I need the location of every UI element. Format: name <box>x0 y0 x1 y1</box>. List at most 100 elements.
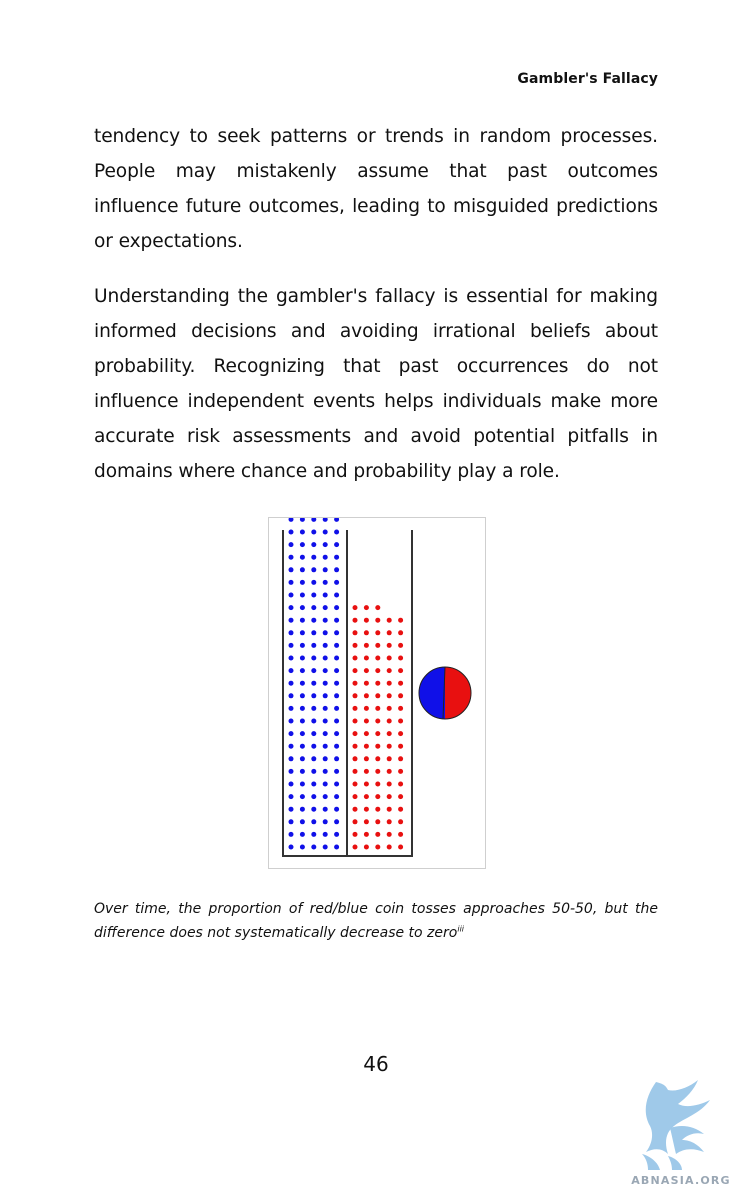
blue-dot <box>334 554 340 560</box>
blue-dot <box>322 605 328 611</box>
blue-dot <box>322 731 328 737</box>
blue-dot <box>288 806 294 812</box>
blue-dot <box>311 781 317 787</box>
red-dot <box>386 718 392 724</box>
pie-slice-blue <box>419 667 445 719</box>
blue-dot <box>334 794 340 800</box>
blue-dot <box>322 794 328 800</box>
blue-dot <box>311 518 317 522</box>
blue-dot <box>311 542 317 548</box>
blue-dot <box>334 806 340 812</box>
blue-dot <box>322 781 328 787</box>
red-dot <box>386 630 392 636</box>
blue-dot <box>288 518 294 522</box>
red-dot <box>398 743 404 749</box>
blue-dot <box>322 806 328 812</box>
abnasia-logo-watermark: ABNASIA.ORG <box>631 1080 730 1187</box>
red-dot <box>398 655 404 661</box>
blue-dot <box>322 680 328 686</box>
blue-dot <box>311 819 317 825</box>
blue-dot <box>322 579 328 585</box>
red-dot <box>375 705 381 711</box>
red-dot <box>386 642 392 648</box>
red-dot <box>363 655 369 661</box>
red-dot <box>375 630 381 636</box>
red-dot <box>352 705 358 711</box>
red-dot <box>398 731 404 737</box>
red-dot <box>398 642 404 648</box>
blue-dot <box>288 642 294 648</box>
red-dot <box>363 680 369 686</box>
blue-dot <box>334 592 340 598</box>
red-dot <box>352 617 358 623</box>
blue-dot <box>288 529 294 535</box>
red-dot <box>352 781 358 787</box>
red-dot <box>398 831 404 837</box>
caption-text: Over time, the proportion of red/blue co… <box>94 901 658 941</box>
blue-dot <box>334 668 340 674</box>
blue-dot <box>311 743 317 749</box>
blue-dot <box>322 743 328 749</box>
blue-dot <box>288 756 294 762</box>
blue-dot <box>288 819 294 825</box>
blue-dot <box>311 642 317 648</box>
red-dot <box>386 655 392 661</box>
blue-dot <box>334 642 340 648</box>
blue-dot <box>334 731 340 737</box>
blue-dot <box>311 756 317 762</box>
blue-dot <box>299 794 305 800</box>
blue-dot <box>311 567 317 573</box>
blue-dot <box>334 655 340 661</box>
blue-dot <box>288 705 294 711</box>
red-dot <box>375 806 381 812</box>
red-dot <box>363 844 369 850</box>
proportion-pie <box>418 666 472 720</box>
red-dot <box>398 806 404 812</box>
blue-dot <box>299 542 305 548</box>
red-dot <box>375 831 381 837</box>
blue-dot <box>322 542 328 548</box>
red-dot <box>352 844 358 850</box>
red-dot <box>363 806 369 812</box>
red-dot <box>375 642 381 648</box>
blue-dot <box>334 579 340 585</box>
red-dot <box>386 844 392 850</box>
red-dot <box>363 794 369 800</box>
red-dot <box>386 806 392 812</box>
blue-dot <box>322 518 328 522</box>
blue-dot <box>288 592 294 598</box>
blue-dot <box>322 554 328 560</box>
red-dot <box>386 768 392 774</box>
blue-dot <box>299 592 305 598</box>
blue-dot <box>288 567 294 573</box>
red-dot <box>375 743 381 749</box>
column-frame <box>282 530 413 857</box>
blue-dot <box>334 844 340 850</box>
blue-dot <box>299 617 305 623</box>
blue-dot <box>288 579 294 585</box>
red-dot <box>398 718 404 724</box>
blue-dot <box>334 718 340 724</box>
blue-dot <box>299 693 305 699</box>
red-dot <box>398 680 404 686</box>
pie-slice-red <box>445 667 471 719</box>
blue-dot <box>311 680 317 686</box>
red-dot <box>375 617 381 623</box>
red-dot <box>352 655 358 661</box>
blue-dot <box>334 567 340 573</box>
red-dot <box>363 630 369 636</box>
red-dot <box>398 819 404 825</box>
blue-dot <box>288 655 294 661</box>
blue-dot <box>299 642 305 648</box>
blue-dot <box>299 743 305 749</box>
blue-dot <box>311 806 317 812</box>
red-dot <box>352 630 358 636</box>
blue-dot <box>322 642 328 648</box>
red-dot <box>398 693 404 699</box>
red-dot <box>352 605 358 611</box>
blue-dot <box>334 756 340 762</box>
red-dot <box>386 705 392 711</box>
page-number: 46 <box>363 1052 389 1076</box>
blue-dot <box>299 705 305 711</box>
blue-dot <box>322 831 328 837</box>
